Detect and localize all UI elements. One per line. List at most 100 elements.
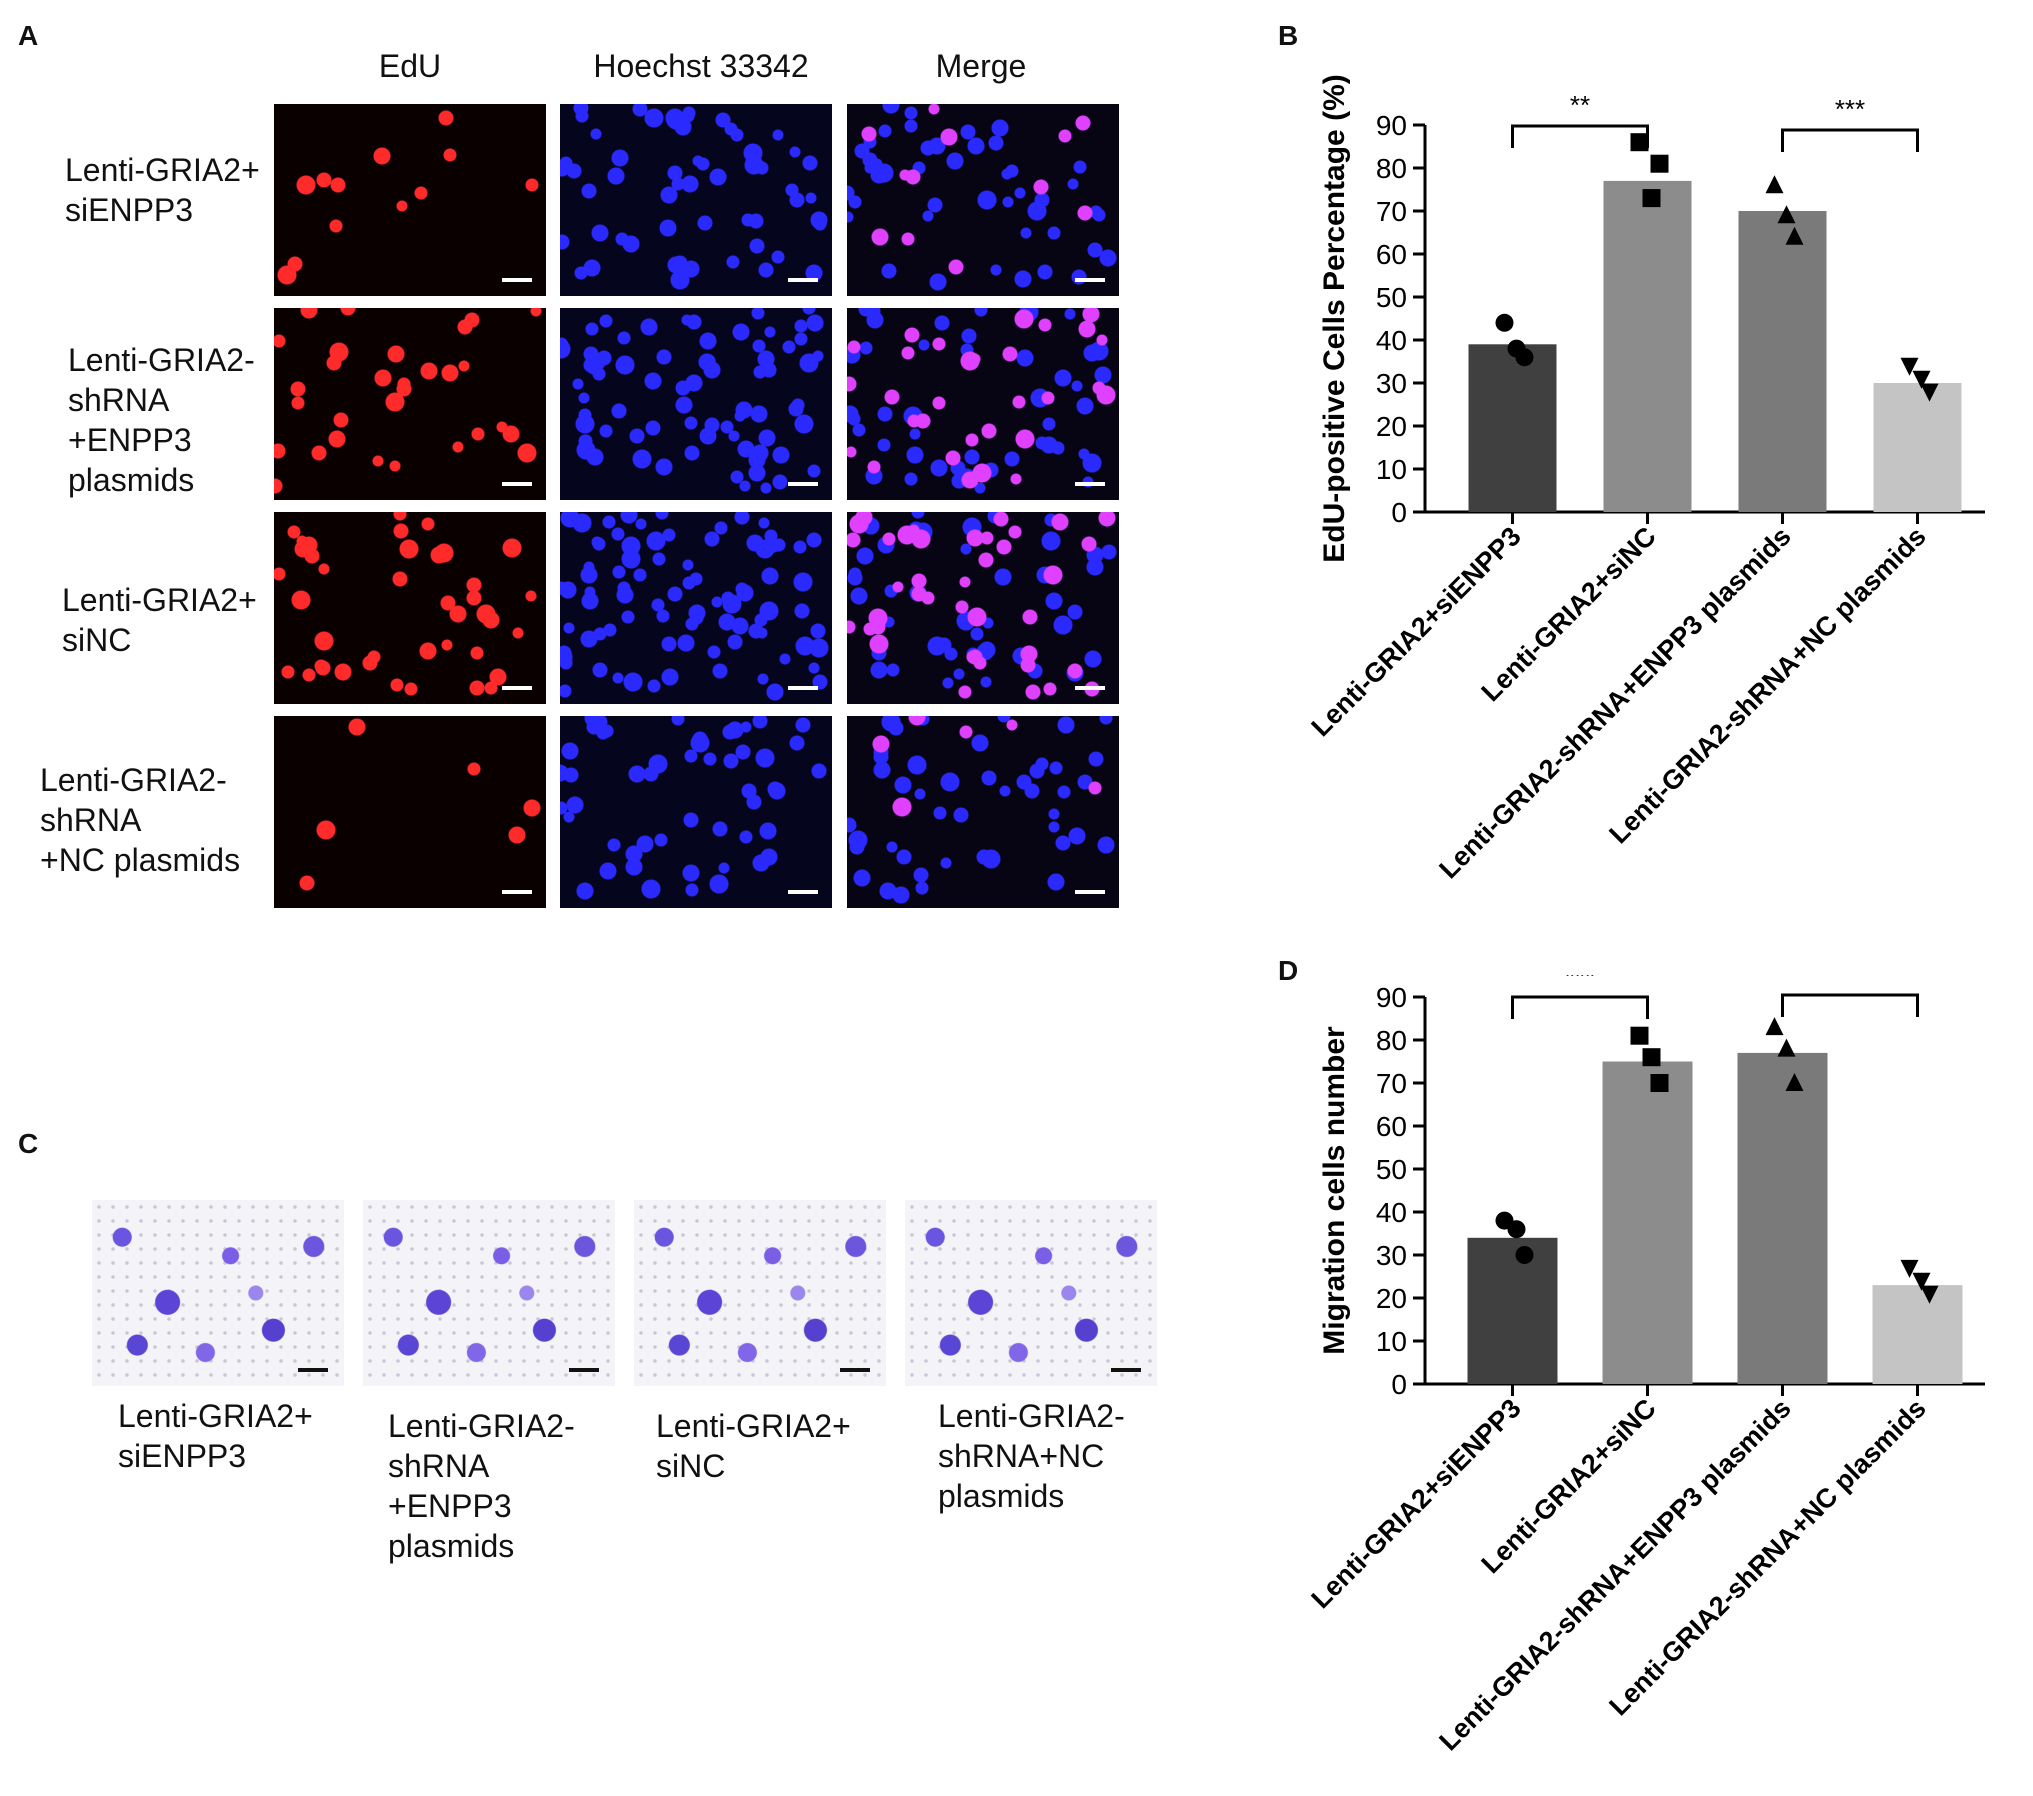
panel-c-letter: C xyxy=(18,1128,39,1159)
y-tick-label: 70 xyxy=(1376,1068,1407,1099)
transwell-image-4 xyxy=(905,1200,1157,1386)
y-tick-label: 40 xyxy=(1376,325,1407,356)
chart-b-edu-percentage: 0 10 20 30 40 50 60 70 80 90 EdU-positive Cells Pe… xyxy=(1306,74,1985,884)
x-tick-label: Lenti-GRIA2+siENPP3 xyxy=(1306,1393,1527,1614)
significance-label: *** xyxy=(1835,975,1865,989)
panel-a-letter: A xyxy=(18,20,39,51)
scale-bar xyxy=(502,890,532,894)
data-point xyxy=(1642,189,1661,208)
scale-bar xyxy=(1075,278,1105,282)
bar xyxy=(1602,1061,1693,1384)
data-point xyxy=(1785,1073,1804,1091)
data-point xyxy=(1630,1026,1649,1045)
data-point xyxy=(1515,1246,1534,1264)
data-point xyxy=(1900,1259,1919,1278)
scale-bar xyxy=(788,686,818,690)
bar xyxy=(1468,344,1557,512)
y-tick-label: 80 xyxy=(1376,153,1407,184)
scale-bar xyxy=(569,1368,599,1372)
micrograph-4-merge xyxy=(847,716,1119,908)
y-tick-label: 20 xyxy=(1376,411,1407,442)
y-tick-label: 20 xyxy=(1376,1283,1407,1314)
scale-bar xyxy=(502,278,532,282)
data-point xyxy=(1507,1220,1526,1239)
transwell-image-2 xyxy=(363,1200,615,1386)
micrograph-2-merge xyxy=(847,308,1119,500)
significance-bracket xyxy=(1781,128,1919,152)
y-tick-label: 30 xyxy=(1376,1240,1407,1271)
y-tick-label: 0 xyxy=(1391,497,1407,528)
scale-bar xyxy=(502,482,532,486)
data-point xyxy=(1912,1272,1931,1291)
transwell-image-3 xyxy=(634,1200,886,1386)
transwell-label-3: Lenti-GRIA2+ siNC xyxy=(656,1408,851,1484)
row-label-4: Lenti-GRIA2- shRNA +NC plasmids xyxy=(40,762,241,878)
row-label-3: Lenti-GRIA2+ siNC xyxy=(62,582,257,658)
micrograph-3-edu xyxy=(274,512,546,704)
scale-bar xyxy=(1075,890,1105,894)
data-point xyxy=(1650,1074,1669,1092)
y-tick-label: 80 xyxy=(1376,1025,1407,1056)
scale-bar xyxy=(1111,1368,1141,1372)
micrograph-1-edu xyxy=(274,104,546,296)
significance-label: *** xyxy=(1835,94,1865,124)
bar xyxy=(1872,1285,1963,1384)
panel-d-letter: D xyxy=(1278,955,1299,986)
data-point xyxy=(1900,357,1919,376)
bar xyxy=(1873,383,1962,512)
significance-label: ** xyxy=(1570,90,1590,120)
y-tick-label: 50 xyxy=(1376,1154,1407,1185)
data-point xyxy=(1920,383,1939,402)
significance-bracket xyxy=(1511,124,1649,148)
micrograph-3-hoechst-33342 xyxy=(560,512,832,704)
row-label-1: Lenti-GRIA2+ siENPP3 xyxy=(65,152,260,228)
y-tick-label: 50 xyxy=(1376,282,1407,313)
micrograph-3-merge xyxy=(847,512,1119,704)
micrograph-1-hoechst-33342 xyxy=(560,104,832,296)
column-header-hoechst: Hoechst 33342 xyxy=(593,48,809,84)
data-point xyxy=(1650,154,1669,173)
micrograph-4-edu xyxy=(274,716,546,908)
transwell-image-1 xyxy=(92,1200,344,1386)
transwell-label-4: Lenti-GRIA2- shRNA+NC plasmids xyxy=(938,1398,1125,1514)
micrograph-4-hoechst-33342 xyxy=(560,716,832,908)
column-header-merge: Merge xyxy=(935,48,1027,84)
scale-bar xyxy=(502,686,532,690)
bar xyxy=(1737,1052,1828,1384)
scale-bar xyxy=(298,1368,328,1372)
transwell-label-1: Lenti-GRIA2+ siENPP3 xyxy=(118,1398,313,1474)
significance-label: *** xyxy=(1565,975,1595,991)
y-tick-label: 30 xyxy=(1376,368,1407,399)
y-tick-label: 10 xyxy=(1376,454,1407,485)
significance-bracket xyxy=(1781,993,1919,1017)
y-tick-label: 60 xyxy=(1376,1111,1407,1142)
scale-bar xyxy=(788,482,818,486)
chart-d-migration-number: 0 10 20 30 40 50 60 70 80 90 Migration cells numbe… xyxy=(1306,975,1985,1756)
data-point xyxy=(1642,1048,1661,1067)
y-tick-label: 0 xyxy=(1391,1369,1407,1400)
data-point xyxy=(1920,1285,1939,1304)
data-point xyxy=(1765,175,1784,194)
data-point xyxy=(1912,370,1931,389)
micrograph-2-hoechst-33342 xyxy=(560,308,832,500)
data-point xyxy=(1495,313,1514,332)
y-axis-label: EdU-positive Cells Percentage (%) xyxy=(1318,74,1351,562)
y-tick-label: 90 xyxy=(1376,982,1407,1013)
scale-bar xyxy=(840,1368,870,1372)
scale-bar xyxy=(788,890,818,894)
data-point xyxy=(1507,339,1526,358)
bar xyxy=(1738,211,1827,512)
y-tick-label: 40 xyxy=(1376,1197,1407,1228)
y-tick-label: 90 xyxy=(1376,110,1407,141)
column-header-edu: EdU xyxy=(378,48,442,84)
y-tick-label: 70 xyxy=(1376,196,1407,227)
bar xyxy=(1603,180,1692,512)
significance-bracket xyxy=(1511,995,1649,1019)
scale-bar xyxy=(788,278,818,282)
y-tick-label: 60 xyxy=(1376,239,1407,270)
panel-b-letter: B xyxy=(1278,20,1299,51)
scale-bar xyxy=(1075,686,1105,690)
data-point xyxy=(1765,1017,1784,1036)
data-point xyxy=(1785,226,1804,245)
y-axis-label: Migration cells number xyxy=(1318,1026,1351,1355)
